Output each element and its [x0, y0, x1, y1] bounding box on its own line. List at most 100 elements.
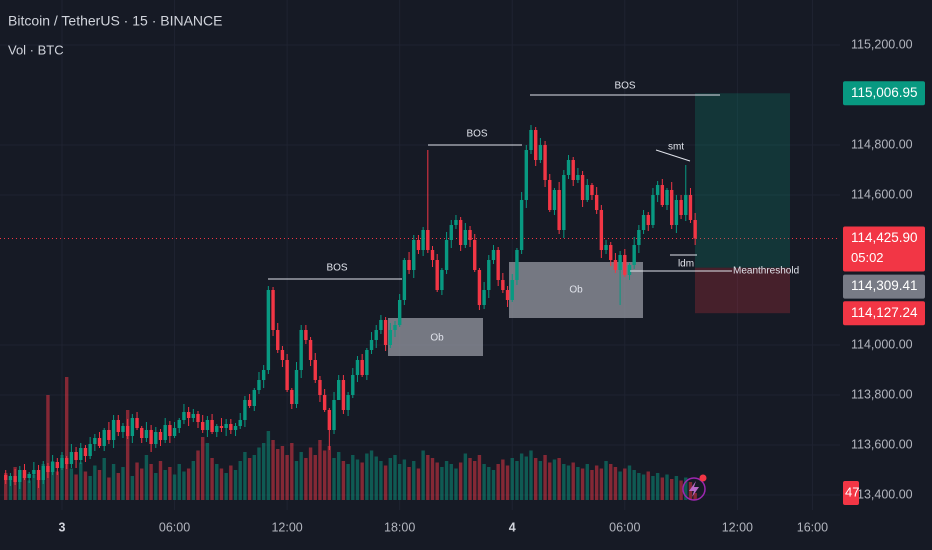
volume-bar — [50, 461, 55, 500]
candle-body — [463, 230, 468, 245]
candle-body — [215, 426, 219, 432]
y-tick-label: 114,800.00 — [851, 137, 913, 151]
volume-bar — [186, 468, 191, 500]
volume-bar — [416, 468, 421, 500]
volume-bar — [454, 468, 458, 500]
volume-bar — [140, 468, 144, 500]
volume-bar — [365, 453, 369, 500]
volume-bar — [102, 458, 106, 500]
volume-bar — [313, 455, 317, 500]
meanthreshold-label: Meanthreshold — [733, 266, 799, 277]
volume-last-box — [843, 481, 859, 505]
candle-body — [665, 190, 669, 205]
candle-body — [337, 380, 341, 400]
candle-body — [585, 185, 589, 200]
volume-bar — [182, 471, 186, 500]
candle-body — [60, 458, 64, 468]
volume-bar — [318, 440, 322, 500]
candle-body — [416, 240, 421, 250]
volume-bar — [407, 467, 411, 500]
volume-bar — [501, 459, 505, 500]
volume-bar — [360, 462, 364, 500]
volume-bar — [322, 450, 327, 500]
volume-bar — [576, 467, 580, 500]
last-price-box — [843, 226, 925, 272]
axis-layer: 115,200.00 114,800.00 114,600.00 114,000.00… — [59, 37, 925, 534]
entry-label: 114,309.41 — [851, 278, 918, 293]
candle-body — [93, 438, 97, 444]
volume-bar — [337, 452, 341, 500]
stop-loss-zone — [695, 267, 790, 314]
volume-bar — [473, 461, 477, 500]
annotation-layer: BOS BOS BOS Ob Ob smt ldm Meanthreshold — [268, 81, 799, 344]
volume-bar — [154, 473, 158, 500]
candle-body — [501, 280, 505, 290]
candle-body — [318, 380, 322, 395]
candle-body — [271, 290, 275, 330]
alert-bolt — [689, 481, 699, 497]
volume-bar — [27, 480, 31, 500]
volume-bar — [599, 468, 604, 500]
stop-label-box — [843, 301, 925, 326]
candle-body — [219, 426, 224, 428]
volume-bar — [60, 455, 64, 500]
volume-bar — [585, 464, 589, 500]
volume-bar — [55, 471, 60, 500]
volume-bar — [8, 479, 13, 500]
volume-bar — [463, 453, 468, 500]
candle-body — [8, 476, 13, 480]
candle-body — [670, 190, 674, 225]
volume-bar — [294, 461, 299, 500]
candle-body — [524, 150, 529, 200]
volume-bar — [449, 464, 453, 500]
volume-bar — [191, 461, 196, 500]
x-tick-label: 12:00 — [722, 520, 753, 534]
candle-body — [548, 180, 552, 210]
candle-body — [440, 270, 444, 290]
candle-body — [55, 462, 60, 468]
candle-body — [125, 426, 130, 436]
candle-body — [243, 400, 247, 420]
candle-body — [599, 210, 604, 250]
candle-body — [266, 290, 271, 370]
candle-body — [618, 255, 622, 270]
entry-label-box — [843, 274, 925, 299]
candle-body — [407, 260, 411, 270]
volume-bar — [458, 462, 463, 500]
candle-body — [491, 250, 496, 260]
candle-body — [369, 340, 374, 350]
volume-bar — [374, 456, 378, 500]
volume-bar — [660, 477, 665, 500]
volume-bar — [163, 470, 167, 500]
alert-dot — [699, 474, 707, 482]
candle-body — [201, 422, 205, 430]
candle-body — [482, 290, 486, 305]
take-profit-label: 115,006.95 — [851, 85, 918, 100]
volume-bar — [646, 471, 650, 500]
volume-bar — [224, 473, 228, 500]
volume-bar — [487, 467, 491, 500]
candle-body — [18, 470, 22, 482]
candle-body — [458, 220, 463, 245]
candle-body — [186, 412, 191, 418]
take-profit-zone — [695, 93, 790, 268]
volume-bar — [538, 461, 543, 500]
candle-body — [154, 432, 158, 444]
candle-body — [229, 424, 233, 430]
candle-body — [651, 195, 655, 225]
volume-bar — [205, 443, 210, 500]
candle-body — [468, 230, 472, 240]
alert-icon[interactable] — [682, 474, 707, 501]
candle-body — [510, 280, 514, 300]
volume-bar — [257, 447, 261, 500]
bos-label: BOS — [326, 263, 347, 274]
volume-bar — [444, 461, 449, 500]
volume-layer — [4, 377, 697, 500]
candle-body — [388, 330, 392, 345]
y-tick-label: 114,000.00 — [851, 337, 913, 351]
candle-body — [130, 418, 135, 436]
candle-body — [79, 448, 83, 460]
smt-label: smt — [668, 142, 684, 153]
candle-body — [449, 225, 453, 240]
volume-bar — [355, 459, 360, 500]
